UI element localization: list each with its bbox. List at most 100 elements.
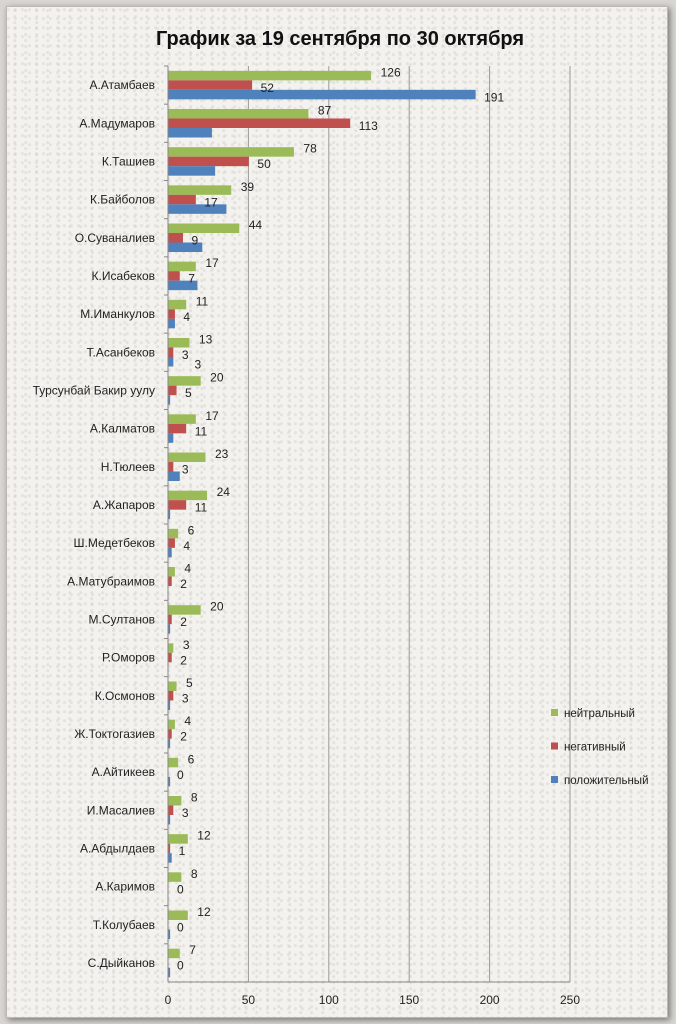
bar-нейтральный — [168, 948, 180, 959]
category-label: Р.Оморов — [102, 651, 155, 665]
category-label: М.Султанов — [89, 612, 155, 626]
category-label: К.Осмонов — [95, 689, 155, 703]
bar-негативный — [168, 576, 172, 586]
data-label: 2 — [180, 615, 187, 629]
bar-нейтральный — [168, 834, 188, 844]
bar-нейтральный — [168, 910, 188, 920]
data-label: 11 — [196, 294, 209, 308]
bar-нейтральный — [168, 185, 232, 195]
bar-положительный — [168, 738, 171, 749]
data-label: 11 — [195, 424, 208, 438]
category-label: А.Атамбаев — [89, 78, 155, 92]
data-label: 8 — [191, 791, 198, 805]
category-label: С.Дыйканов — [88, 956, 155, 970]
bar-негативный — [168, 233, 183, 243]
category-label: А.Мадумаров — [79, 116, 155, 130]
bar-нейтральный — [168, 872, 182, 882]
data-label: 4 — [183, 539, 190, 553]
bar-положительный — [168, 929, 171, 939]
bar-негативный — [168, 80, 253, 90]
bar-нейтральный — [168, 109, 309, 119]
data-label: 3 — [182, 806, 189, 820]
bar-нейтральный — [168, 261, 196, 272]
x-tick-label: 50 — [242, 993, 256, 1007]
data-label: 0 — [177, 921, 184, 935]
x-tick-label: 100 — [319, 993, 339, 1007]
data-label: 4 — [184, 714, 191, 728]
category-label: Турсунбай Бакир уулу — [33, 383, 155, 397]
data-label: 8 — [191, 867, 198, 881]
data-label: 0 — [177, 959, 184, 973]
bar-негативный — [168, 843, 171, 854]
data-label: 39 — [241, 180, 255, 194]
bar-положительный — [168, 128, 212, 138]
category-label: К.Исабеков — [92, 269, 155, 283]
bar-негативный — [168, 691, 174, 701]
legend-swatch — [551, 776, 558, 783]
data-label: 1 — [179, 844, 186, 858]
category-label: К.Ташиев — [102, 154, 155, 168]
data-label: 7 — [189, 943, 196, 957]
bar-негативный — [168, 805, 174, 815]
data-label: 52 — [261, 81, 275, 95]
data-label: 2 — [180, 653, 187, 667]
bar-положительный — [168, 471, 180, 481]
bar-нейтральный — [168, 147, 294, 157]
category-label: А.Абдылдаев — [80, 841, 155, 855]
data-label: 44 — [249, 218, 263, 232]
data-label: 191 — [484, 90, 504, 104]
bar-негативный — [168, 462, 174, 472]
category-label: А.Матубраимов — [67, 574, 155, 588]
data-label: 9 — [191, 234, 198, 248]
bar-положительный — [168, 357, 174, 367]
bar-нейтральный — [168, 70, 372, 81]
bar-негативный — [168, 423, 187, 434]
bar-негативный — [168, 729, 172, 739]
data-label: 6 — [188, 523, 195, 537]
category-label: Т.Асанбеков — [87, 345, 155, 359]
bar-положительный — [168, 318, 175, 329]
bar-положительный — [168, 89, 476, 100]
category-label: К.Байболов — [90, 193, 155, 207]
data-label: 50 — [257, 157, 271, 171]
bar-положительный — [168, 395, 171, 405]
bar-нейтральный — [168, 528, 179, 539]
legend-swatch — [551, 709, 558, 716]
data-label: 4 — [183, 310, 190, 324]
data-label: 17 — [205, 409, 219, 423]
data-label: 3 — [182, 463, 189, 477]
data-label: 87 — [318, 104, 332, 118]
data-label: 78 — [303, 142, 317, 156]
category-label: М.Иманкулов — [80, 307, 155, 321]
data-label: 7 — [188, 272, 195, 286]
data-label: 3 — [182, 348, 189, 362]
data-label: 6 — [188, 752, 195, 766]
x-tick-label: 0 — [165, 993, 172, 1007]
legend-swatch — [551, 742, 558, 750]
category-label: Ж.Токтогазиев — [74, 727, 155, 741]
bar-нейтральный — [168, 452, 206, 462]
data-label: 5 — [185, 386, 192, 400]
bar-нейтральный — [168, 223, 240, 233]
bar-нейтральный — [168, 567, 175, 577]
bar-положительный — [168, 280, 198, 291]
data-label: 17 — [204, 195, 218, 209]
category-label: Т.Колубаев — [93, 918, 155, 932]
chart-frame — [6, 6, 668, 1018]
bar-нейтральный — [168, 605, 201, 615]
category-label: А.Айтикеев — [92, 765, 155, 779]
bar-негативный — [168, 194, 196, 205]
data-label: 23 — [215, 447, 229, 461]
bar-нейтральный — [168, 719, 175, 730]
bar-положительный — [168, 815, 171, 825]
bar-положительный — [168, 242, 203, 252]
bar-негативный — [168, 500, 187, 510]
category-label: А.Каримов — [95, 880, 155, 894]
x-tick-label: 250 — [560, 993, 580, 1007]
bar-положительный — [168, 853, 172, 863]
bar-положительный — [168, 700, 171, 710]
bar-нейтральный — [168, 376, 201, 386]
category-label: И.Масалиев — [87, 803, 155, 817]
bar-положительный — [168, 624, 171, 634]
